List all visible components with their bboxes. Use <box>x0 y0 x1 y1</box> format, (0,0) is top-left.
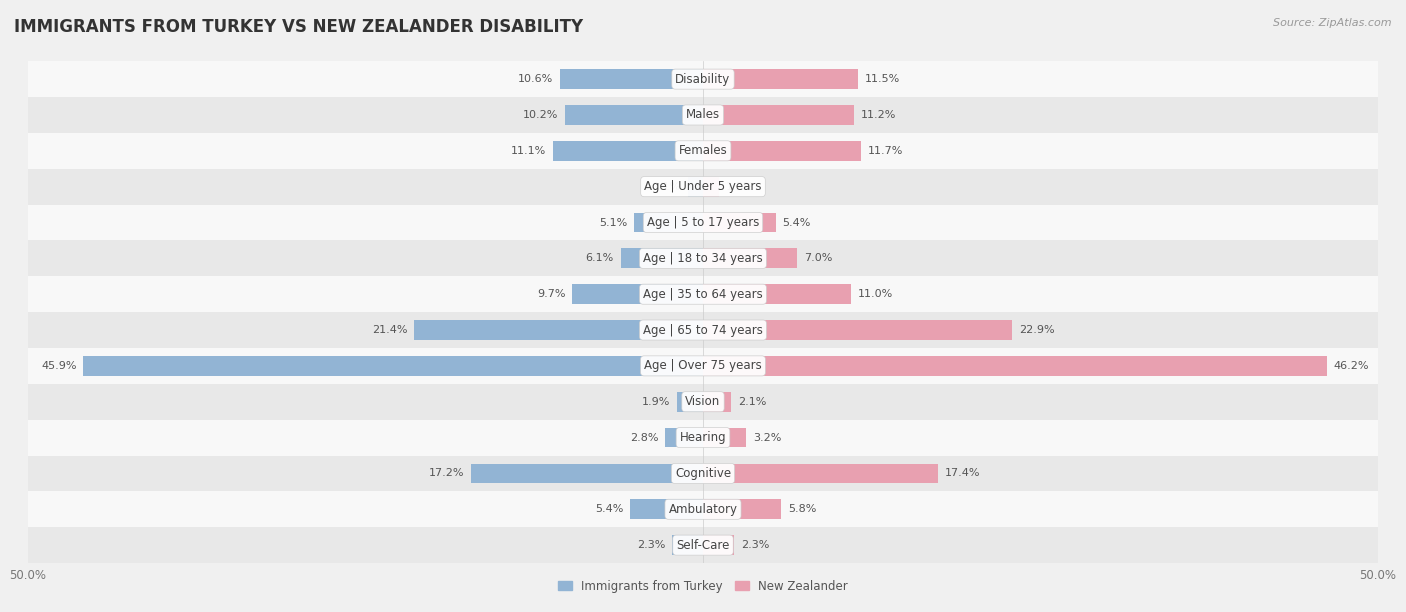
Text: 5.4%: 5.4% <box>595 504 623 514</box>
Text: 2.3%: 2.3% <box>741 540 769 550</box>
Bar <box>572 285 703 304</box>
Bar <box>703 212 776 233</box>
Text: 46.2%: 46.2% <box>1333 361 1369 371</box>
Bar <box>560 69 703 89</box>
Text: Age | 65 to 74 years: Age | 65 to 74 years <box>643 324 763 337</box>
Text: 11.2%: 11.2% <box>860 110 896 120</box>
Bar <box>28 169 1378 204</box>
Text: 5.1%: 5.1% <box>599 217 627 228</box>
Bar <box>28 61 1378 97</box>
Text: Age | Under 5 years: Age | Under 5 years <box>644 180 762 193</box>
Text: Source: ZipAtlas.com: Source: ZipAtlas.com <box>1274 18 1392 28</box>
Bar <box>28 241 1378 276</box>
Text: 1.9%: 1.9% <box>643 397 671 407</box>
Text: 11.5%: 11.5% <box>865 74 900 84</box>
Bar <box>565 105 703 125</box>
Text: 11.0%: 11.0% <box>858 289 893 299</box>
Text: 17.2%: 17.2% <box>429 468 464 479</box>
Bar <box>415 320 703 340</box>
Bar <box>630 499 703 519</box>
Bar <box>471 463 703 483</box>
Bar <box>83 356 703 376</box>
Text: 7.0%: 7.0% <box>804 253 832 263</box>
Bar <box>620 248 703 268</box>
Bar <box>672 536 703 555</box>
Bar <box>28 384 1378 420</box>
Bar <box>703 105 855 125</box>
Text: 21.4%: 21.4% <box>373 325 408 335</box>
Bar <box>703 392 731 412</box>
Text: Cognitive: Cognitive <box>675 467 731 480</box>
Text: 1.1%: 1.1% <box>654 182 682 192</box>
Bar <box>28 204 1378 241</box>
Text: Age | Over 75 years: Age | Over 75 years <box>644 359 762 372</box>
Bar <box>703 463 938 483</box>
Bar <box>28 97 1378 133</box>
Bar <box>703 248 797 268</box>
Text: 45.9%: 45.9% <box>41 361 77 371</box>
Bar <box>553 141 703 161</box>
Bar <box>703 285 852 304</box>
Bar <box>703 499 782 519</box>
Text: 11.1%: 11.1% <box>512 146 547 156</box>
Bar <box>703 177 720 196</box>
Text: Age | 5 to 17 years: Age | 5 to 17 years <box>647 216 759 229</box>
Bar <box>28 420 1378 455</box>
Bar <box>678 392 703 412</box>
Text: 3.2%: 3.2% <box>754 433 782 442</box>
Text: 11.7%: 11.7% <box>868 146 903 156</box>
Bar <box>634 212 703 233</box>
Bar <box>703 536 734 555</box>
Text: 2.8%: 2.8% <box>630 433 658 442</box>
Bar <box>703 356 1327 376</box>
Bar <box>703 141 860 161</box>
Text: Males: Males <box>686 108 720 121</box>
Bar <box>28 276 1378 312</box>
Text: 9.7%: 9.7% <box>537 289 565 299</box>
Text: 22.9%: 22.9% <box>1019 325 1054 335</box>
Legend: Immigrants from Turkey, New Zealander: Immigrants from Turkey, New Zealander <box>553 575 853 597</box>
Text: Females: Females <box>679 144 727 157</box>
Text: 6.1%: 6.1% <box>586 253 614 263</box>
Text: 1.2%: 1.2% <box>725 182 755 192</box>
Text: 2.1%: 2.1% <box>738 397 766 407</box>
Bar <box>665 428 703 447</box>
Text: 5.4%: 5.4% <box>783 217 811 228</box>
Text: Hearing: Hearing <box>679 431 727 444</box>
Bar <box>28 455 1378 491</box>
Bar <box>703 428 747 447</box>
Bar <box>703 320 1012 340</box>
Text: Self-Care: Self-Care <box>676 539 730 551</box>
Bar <box>28 491 1378 527</box>
Text: Age | 18 to 34 years: Age | 18 to 34 years <box>643 252 763 265</box>
Text: 5.8%: 5.8% <box>787 504 817 514</box>
Text: 2.3%: 2.3% <box>637 540 665 550</box>
Text: IMMIGRANTS FROM TURKEY VS NEW ZEALANDER DISABILITY: IMMIGRANTS FROM TURKEY VS NEW ZEALANDER … <box>14 18 583 36</box>
Bar <box>28 348 1378 384</box>
Bar <box>688 177 703 196</box>
Bar <box>28 133 1378 169</box>
Bar <box>28 527 1378 563</box>
Text: Vision: Vision <box>685 395 721 408</box>
Text: Age | 35 to 64 years: Age | 35 to 64 years <box>643 288 763 300</box>
Text: 10.2%: 10.2% <box>523 110 558 120</box>
Text: Disability: Disability <box>675 73 731 86</box>
Bar <box>28 312 1378 348</box>
Text: Ambulatory: Ambulatory <box>668 503 738 516</box>
Text: 17.4%: 17.4% <box>945 468 980 479</box>
Bar <box>703 69 858 89</box>
Text: 10.6%: 10.6% <box>517 74 553 84</box>
